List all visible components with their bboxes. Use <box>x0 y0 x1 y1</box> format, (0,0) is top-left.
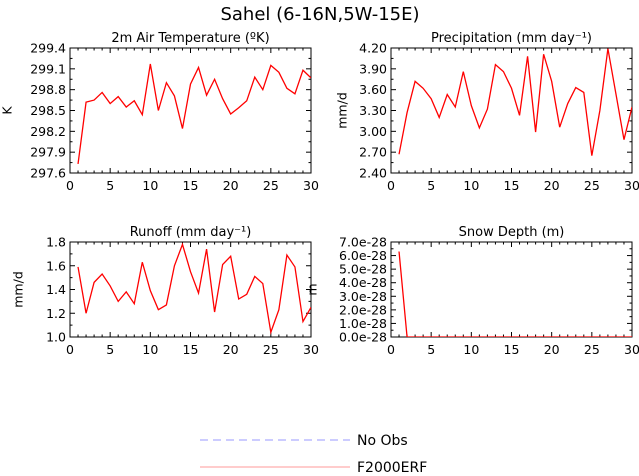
x-tick-label: 25 <box>584 178 600 193</box>
x-tick-label: 10 <box>142 178 158 193</box>
y-tick-label: 298.5 <box>30 103 66 118</box>
series-line-f2000erf <box>398 48 632 156</box>
y-tick-label: 1.0 <box>46 330 66 345</box>
x-tick-label: 20 <box>544 178 560 193</box>
y-tick-label: 3.30 <box>359 103 387 118</box>
x-tick-label: 25 <box>263 178 279 193</box>
y-tick-label: 2.0e-28 <box>339 302 387 317</box>
panel-title: Runoff (mm day⁻¹) <box>130 225 252 240</box>
y-axis-label: mm/d <box>335 92 350 129</box>
y-tick-label: 297.9 <box>30 145 66 160</box>
x-tick-label: 25 <box>263 342 279 357</box>
series-line-f2000erf <box>398 251 632 337</box>
y-tick-label: 299.1 <box>30 61 66 76</box>
figure-title: Sahel (6-16N,5W-15E) <box>220 4 419 25</box>
y-tick-label: 298.8 <box>30 82 66 97</box>
y-tick-label: 297.6 <box>30 166 66 181</box>
y-tick-label: 5.0e-28 <box>339 262 387 277</box>
y-tick-label: 1.2 <box>46 306 66 321</box>
legend: No Obs F2000ERF <box>200 433 427 476</box>
y-tick-label: 298.2 <box>30 124 66 139</box>
x-tick-label: 30 <box>303 342 319 357</box>
y-tick-label: 1.4 <box>46 282 66 297</box>
x-tick-label: 0 <box>387 342 395 357</box>
panel-runoff: Runoff (mm day⁻¹) mm/d 0 5 10 15 20 25 30 1.0 1.2 1… <box>11 225 319 357</box>
panel-snow-depth: Snow Depth (m) m 0 5 10 15 20 25 30 0.0e-281.0e-2… <box>305 225 639 357</box>
panel-title: Snow Depth (m) <box>459 225 565 240</box>
x-tick-label: 15 <box>504 342 520 357</box>
y-tick-label: 1.8 <box>46 235 66 250</box>
x-tick-label: 25 <box>584 342 600 357</box>
y-tick-label: 6.0e-28 <box>339 248 387 263</box>
x-tick-label: 15 <box>183 178 199 193</box>
y-tick-label: 7.0e-28 <box>339 235 387 250</box>
x-tick-label: 0 <box>66 342 74 357</box>
y-tick-label: 0.0e-28 <box>339 330 387 345</box>
x-tick-label: 0 <box>387 178 395 193</box>
y-tick-label: 1.0e-28 <box>339 316 387 331</box>
x-tick-label: 0 <box>66 178 74 193</box>
y-tick-label: 3.90 <box>359 61 387 76</box>
x-tick-label: 20 <box>223 342 239 357</box>
x-tick-label: 10 <box>463 342 479 357</box>
panel-title: Precipitation (mm day⁻¹) <box>431 31 592 46</box>
y-axis-label: m <box>305 283 320 295</box>
x-tick-label: 20 <box>544 342 560 357</box>
x-tick-label: 5 <box>106 178 114 193</box>
legend-label-f2000erf: F2000ERF <box>357 460 427 476</box>
x-tick-label: 10 <box>463 178 479 193</box>
y-axis-label: K <box>0 106 15 115</box>
x-tick-label: 30 <box>624 342 639 357</box>
y-tick-label: 3.60 <box>359 82 387 97</box>
y-tick-label: 3.0e-28 <box>339 289 387 304</box>
y-tick-label: 4.0e-28 <box>339 275 387 290</box>
y-tick-label: 2.40 <box>359 166 387 181</box>
y-tick-label: 1.6 <box>46 258 66 273</box>
panel-air-temperature: 2m Air Temperature (ºK) K 0 5 10 15 20 25 30 297.… <box>0 31 319 193</box>
panel-precipitation: Precipitation (mm day⁻¹) mm/d 0 5 10 15 20 25 30… <box>335 31 639 193</box>
x-tick-label: 5 <box>106 342 114 357</box>
x-tick-label: 30 <box>303 178 319 193</box>
legend-label-no-obs: No Obs <box>357 433 408 449</box>
series-line-f2000erf <box>77 63 311 165</box>
x-tick-label: 20 <box>223 178 239 193</box>
plot-frame <box>390 241 633 338</box>
series-line-f2000erf <box>77 242 311 335</box>
panel-title: 2m Air Temperature (ºK) <box>111 31 269 46</box>
y-tick-label: 3.00 <box>359 124 387 139</box>
x-tick-label: 15 <box>504 178 520 193</box>
x-tick-label: 10 <box>142 342 158 357</box>
x-tick-label: 30 <box>624 178 639 193</box>
y-axis-label: mm/d <box>11 271 26 308</box>
x-tick-label: 5 <box>427 342 435 357</box>
y-tick-label: 2.70 <box>359 145 387 160</box>
x-tick-label: 5 <box>427 178 435 193</box>
y-tick-label: 299.4 <box>30 41 66 56</box>
y-tick-label: 4.20 <box>359 41 387 56</box>
plot-frame <box>390 47 633 174</box>
x-tick-label: 15 <box>183 342 199 357</box>
plot-frame <box>69 47 312 174</box>
